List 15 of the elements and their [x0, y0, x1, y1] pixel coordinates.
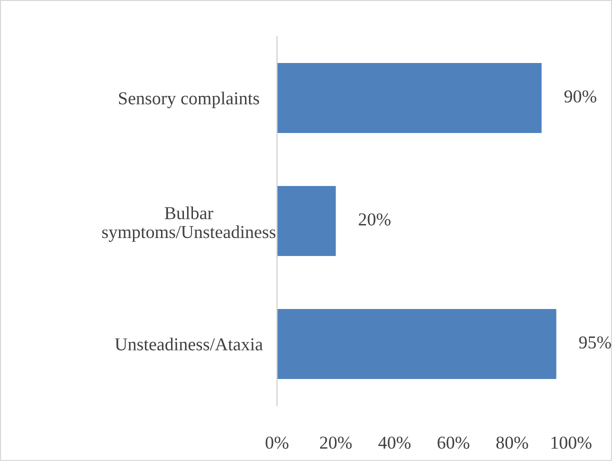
- x-tick-label: 0%: [266, 436, 288, 449]
- data-label: 20%: [358, 213, 390, 226]
- data-label: 95%: [579, 336, 611, 349]
- x-tick-label: 40%: [378, 436, 411, 449]
- y-tick-label: Unsteadiness/Ataxia: [114, 338, 263, 350]
- bar: [277, 62, 542, 134]
- data-label: 90%: [564, 90, 596, 103]
- bar: [277, 308, 556, 380]
- y-tick-label: Bulbar symptoms/Unsteadiness: [102, 206, 276, 242]
- bar: [277, 186, 336, 256]
- y-tick-label: Sensory complaints: [119, 92, 260, 108]
- x-tick-label: 20%: [320, 436, 352, 449]
- x-tick-label: 100%: [552, 436, 592, 449]
- x-tick-label: 80%: [496, 436, 528, 449]
- x-tick-label: 60%: [438, 436, 470, 449]
